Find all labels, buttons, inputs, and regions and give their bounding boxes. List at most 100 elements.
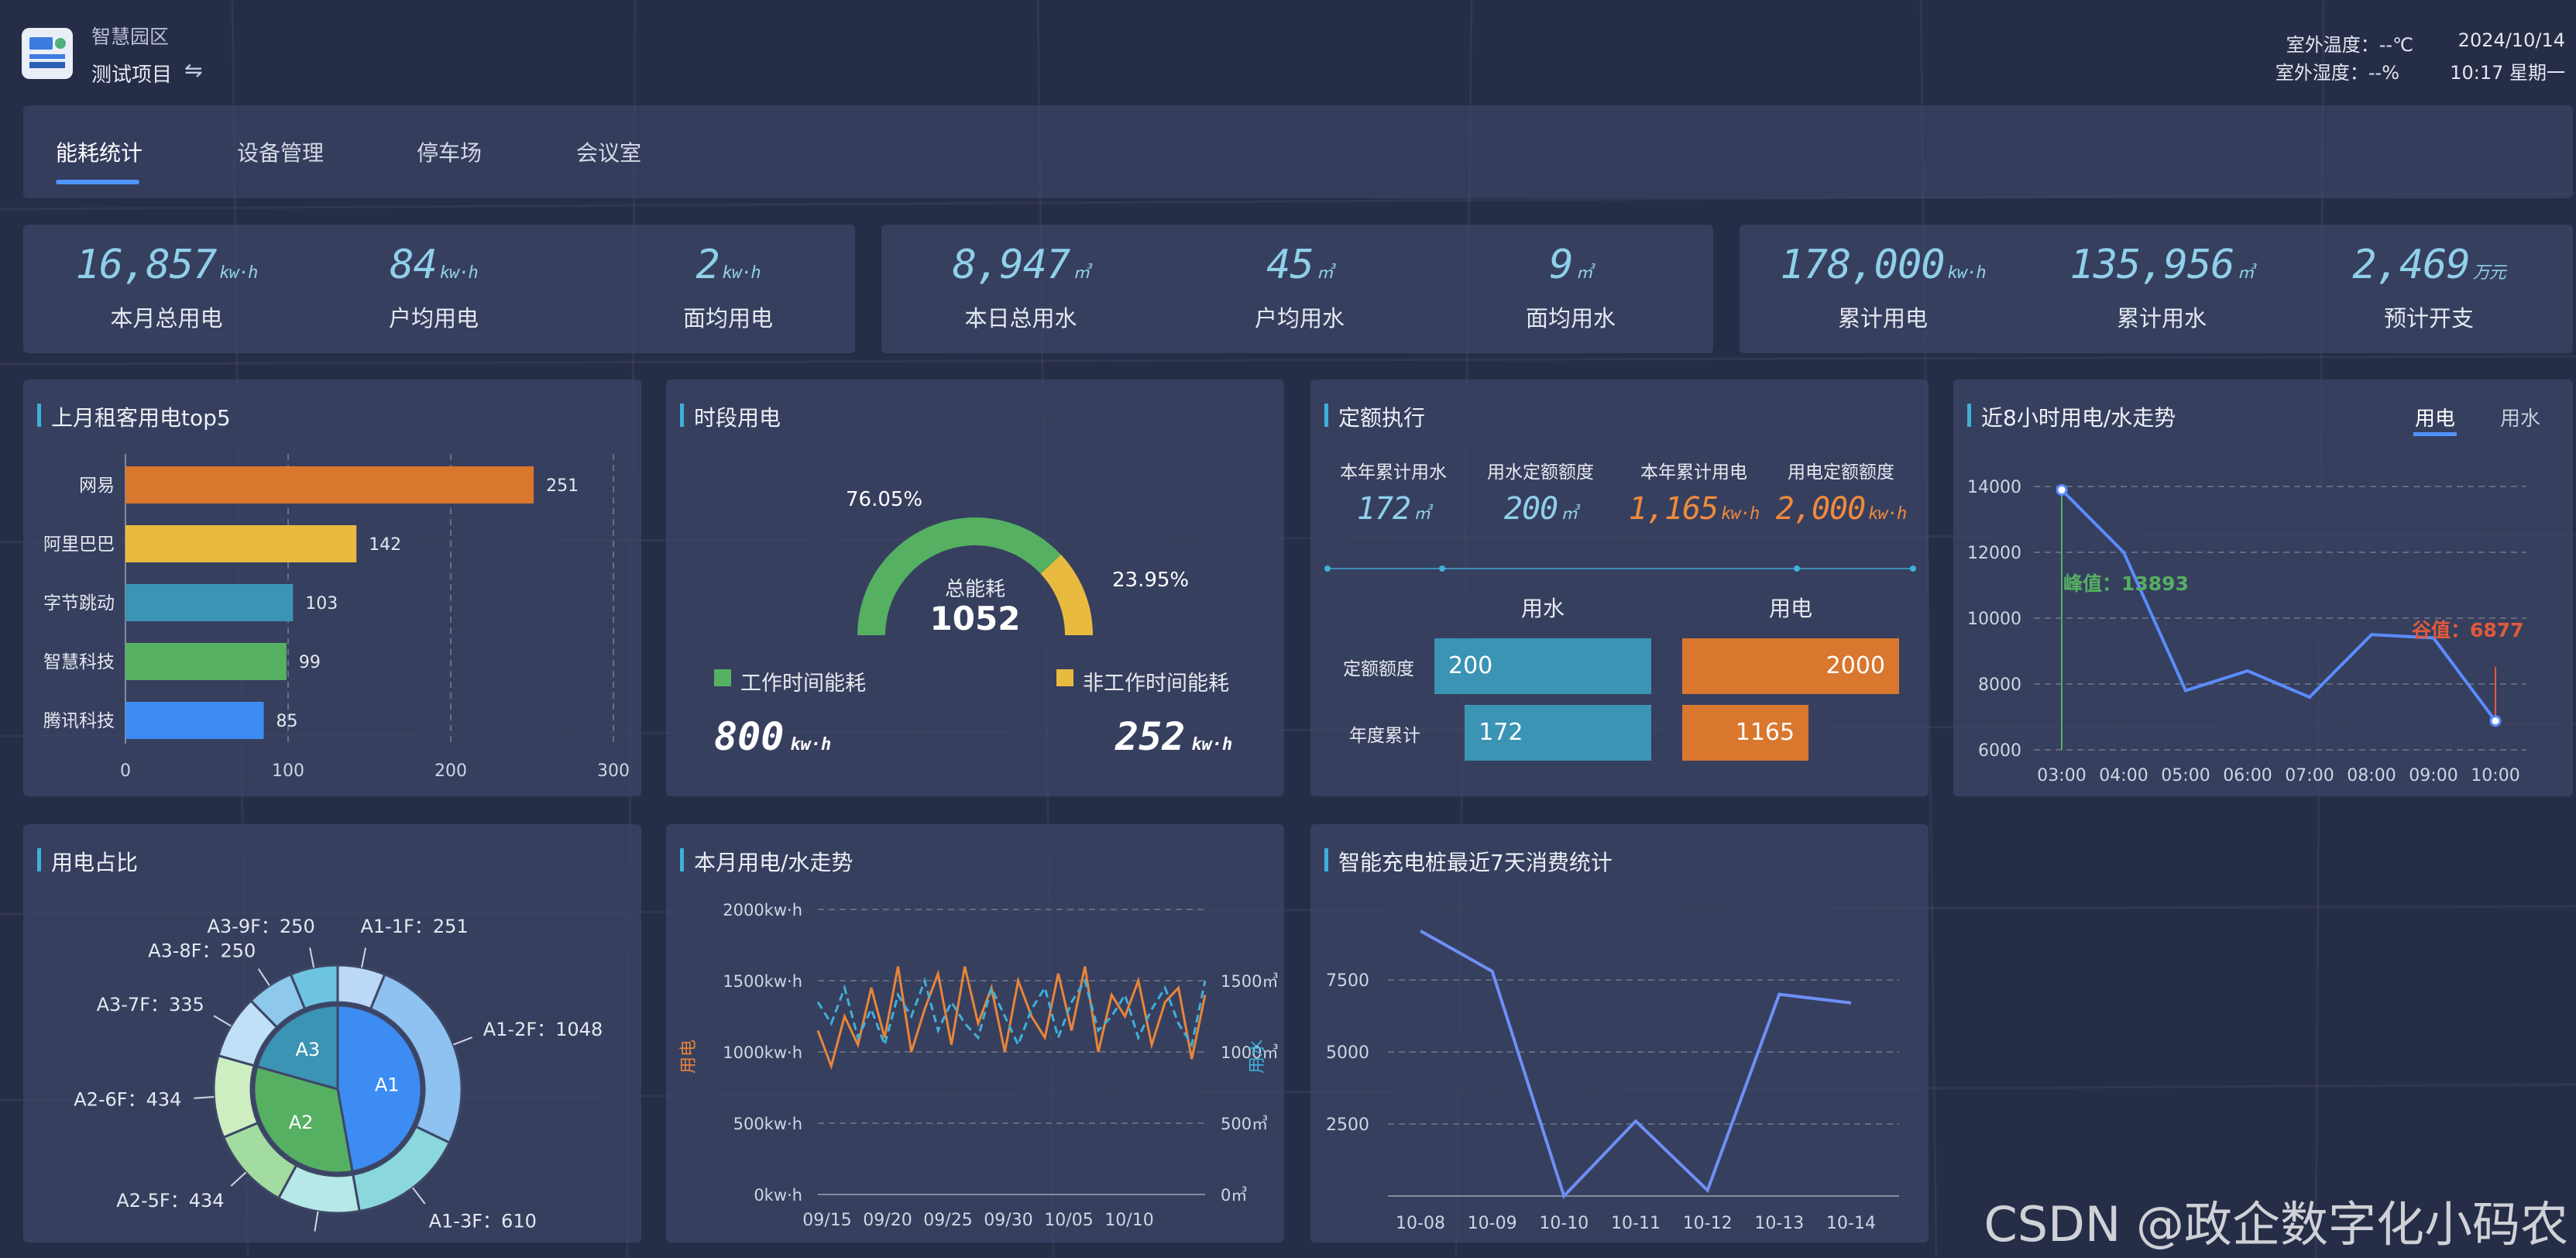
- monthly-x-tick: 09/20: [863, 1211, 912, 1230]
- total-energy-value: 1052: [929, 600, 1021, 638]
- tab-meeting-room[interactable]: 会议室: [576, 140, 642, 166]
- share-leader-line: [230, 1171, 247, 1187]
- trend8h-x-tick: 09:00: [2409, 766, 2458, 785]
- kpi-panel-electricity: 16,857 kw·h 本月总用电 84 kw·h 户均用电 2 kw·h 面均用电: [23, 225, 855, 353]
- kpi-total-elec-label: 累计用电: [1837, 305, 1928, 332]
- monthly-x-tick: 09/25: [923, 1211, 972, 1230]
- top5-category-label: 腾讯科技: [43, 711, 115, 731]
- monthly-elec-line: [816, 966, 1207, 1071]
- share-leader-line: [361, 947, 367, 968]
- top5-value-label: 251: [546, 476, 579, 496]
- monthly-x-tick: 10/10: [1104, 1211, 1153, 1230]
- nonwork-energy-value: 252 kw·h: [1115, 714, 1233, 759]
- work-pct-label: 76.05%: [846, 488, 923, 511]
- top5-bar: [125, 525, 357, 562]
- monthly-y-left-tick: 2000kw·h: [723, 901, 802, 919]
- trend8h-x-tick: 10:00: [2471, 766, 2519, 785]
- charging-x-tick: 10-13: [1754, 1214, 1804, 1233]
- share-leader-line: [257, 968, 270, 986]
- trend8h-x-tick: 05:00: [2161, 766, 2210, 785]
- panel-share: 用电占比 A1 A2 A3 A1-1F：251 A1-2F：1048 A1-3F：610 A…: [23, 824, 641, 1243]
- monthly-x-tick: 09/15: [802, 1211, 851, 1230]
- kpi-month-elec-label: 本月总用电: [110, 305, 223, 332]
- top5-category-label: 网易: [79, 476, 115, 496]
- quota-water-year-bar: 172: [1465, 705, 1651, 761]
- panel-trend8h-title: 近8小时用电/水走势: [1967, 401, 2176, 432]
- panel-monthly: 本月用电/水走势 0kw·h 500kw·h 1000kw·h 1500kw·h 200…: [666, 824, 1284, 1243]
- trend8h-tab-elec[interactable]: 用电: [2415, 407, 2456, 431]
- kpi-area-water-value: 9 ㎥: [1549, 242, 1592, 288]
- kpi-total-elec-value: 178,000 kw·h: [1780, 242, 1986, 288]
- kpi-household-water-label: 户均用水: [1254, 305, 1345, 332]
- kpi-area-water-label: 面均用水: [1525, 305, 1616, 332]
- app-logo: [22, 28, 73, 79]
- kpi-household-water-value: 45 ㎥: [1266, 242, 1334, 288]
- panel-top5: 上月租客用电top5 0 100 200 300 网易 251 阿里巴巴 142 字节跳动 103…: [23, 380, 641, 796]
- panel-period-title: 时段用电: [680, 401, 781, 432]
- quota-elec-year-value: 1,165 kw·h: [1628, 491, 1760, 527]
- work-legend-swatch: [714, 669, 731, 686]
- quota-water-quota-bar: 200: [1434, 638, 1651, 694]
- share-leader-line: [194, 1096, 215, 1099]
- current-time-week: 10:17 星期一: [2450, 62, 2565, 84]
- quota-row-year: 年度累计: [1349, 726, 1420, 746]
- kpi-expense-label: 预计开支: [2383, 305, 2474, 332]
- panel-top5-title: 上月租客用电top5: [37, 401, 231, 432]
- quota-elec-quota-bar: 2000: [1682, 638, 1899, 694]
- project-name[interactable]: 测试项目: [91, 64, 173, 87]
- share-inner-slice: [256, 1004, 339, 1091]
- top5-value-label: 99: [299, 653, 321, 672]
- tab-parking[interactable]: 停车场: [417, 140, 483, 166]
- tab-energy[interactable]: 能耗统计: [56, 140, 143, 166]
- monthly-x-tick: 09/30: [984, 1211, 1032, 1230]
- monthly-y-right-tick: 500㎥: [1221, 1115, 1268, 1133]
- share-inner-label: A3: [296, 1039, 321, 1060]
- nonwork-legend-label: 非工作时间能耗: [1083, 672, 1229, 696]
- charging-line: [1420, 930, 1852, 1199]
- share-outer-label: A2-5F：434: [116, 1190, 224, 1212]
- share-leader-line: [452, 1036, 472, 1046]
- charging-x-tick: 10-08: [1396, 1214, 1445, 1233]
- monthly-y-left-tick: 1500kw·h: [723, 972, 802, 991]
- share-leader-line: [412, 1187, 426, 1205]
- share-inner-label: A1: [375, 1074, 400, 1095]
- charging-y-tick: 5000: [1326, 1043, 1369, 1063]
- top5-value-label: 103: [305, 594, 338, 614]
- trend8h-y-tick: 12000: [1967, 544, 2021, 563]
- app-title: 智慧园区: [91, 26, 170, 48]
- kpi-panel-water: 8,947 ㎥ 本日总用水 45 ㎥ 户均用水 9 ㎥ 面均用水: [881, 225, 1713, 353]
- share-leader-line: [309, 947, 315, 968]
- quota-water-year-value: 172 ㎥: [1356, 491, 1431, 527]
- share-leader-line: [213, 1015, 232, 1027]
- share-outer-label: A3-8F：250: [148, 940, 256, 961]
- trend8h-x-tick: 04:00: [2099, 766, 2148, 785]
- share-outer-label: A3-7F：335: [97, 994, 204, 1016]
- kpi-month-elec-value: 16,857 kw·h: [75, 242, 259, 288]
- trend8h-y-tick: 10000: [1967, 610, 2021, 629]
- charging-x-tick: 10-14: [1826, 1214, 1876, 1233]
- charging-x-tick: 10-09: [1468, 1214, 1517, 1233]
- swap-project-icon[interactable]: ⇋: [184, 57, 203, 83]
- share-outer-label: A1-3F：610: [429, 1210, 537, 1232]
- charging-chart: 2500 5000 7500 10-08 10-09 10-10 10-11 10-12 10-…: [1326, 930, 1899, 1233]
- monthly-y-left-tick: 500kw·h: [733, 1115, 802, 1133]
- trend8h-tab-water[interactable]: 用水: [2500, 407, 2541, 431]
- tab-devices[interactable]: 设备管理: [237, 140, 325, 166]
- share-leader-line: [314, 1211, 319, 1232]
- trend8h-peak-label: 峰值：13893: [2063, 572, 2189, 595]
- kpi-total-water-label: 累计用水: [2116, 305, 2207, 332]
- panel-monthly-title: 本月用电/水走势: [680, 846, 853, 877]
- trend8h-x-tick: 07:00: [2285, 766, 2334, 785]
- monthly-y-right-tick: 1500㎥: [1221, 972, 1278, 991]
- trend8h-x-tick: 03:00: [2037, 766, 2086, 785]
- monthly-trend-chart: 0kw·h 500kw·h 1000kw·h 1500kw·h 2000kw·h 0㎥ 50…: [679, 901, 1278, 1230]
- panel-quota: 定额执行 本年累计用水 用水定额额度 本年累计用电 用电定额额度 172 ㎥ 20…: [1310, 380, 1929, 796]
- total-energy-label: 总能耗: [944, 578, 1005, 601]
- work-energy-value: 800 kw·h: [714, 714, 832, 759]
- outdoor-humidity: 室外湿度：--%: [2275, 62, 2399, 84]
- kpi-area-elec-label: 面均用电: [682, 305, 773, 332]
- quota-header-water-quota: 用水定额额度: [1487, 462, 1594, 483]
- charging-y-tick: 2500: [1326, 1115, 1369, 1135]
- top5-category-label: 阿里巴巴: [43, 534, 115, 555]
- monthly-x-tick: 10/05: [1044, 1211, 1093, 1230]
